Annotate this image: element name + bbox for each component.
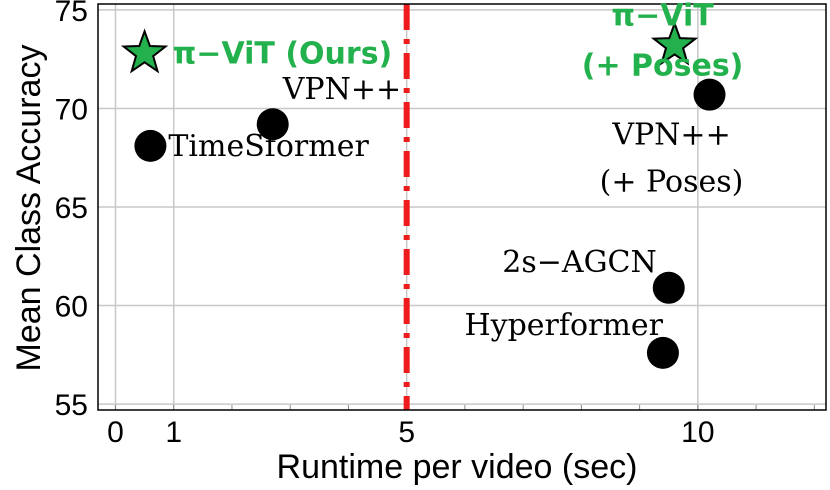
x-tick-label: 10 [681,416,714,449]
point-label: π−ViT (Ours) [173,36,393,71]
point-label-line2: (+ Poses) [600,165,744,200]
y-tick-label: 55 [55,389,88,422]
x-tick-label: 5 [398,416,415,449]
point-label: TimeSformer [168,129,369,164]
y-tick-labels: 55 60 65 70 75 [55,0,88,422]
x-tick-label: 1 [165,416,182,449]
x-axis-title: Runtime per video (sec) [277,448,638,486]
x-tick-labels: 0 1 5 10 [107,416,714,449]
star-marker [120,28,169,74]
circle-marker [693,78,726,111]
y-tick-label: 75 [55,0,88,28]
point-label: π−ViT [611,0,714,33]
circle-marker [652,271,685,304]
plot-frame [97,3,827,411]
circle-marker [256,108,289,141]
point-label: VPN++ [282,72,401,107]
y-tick-label: 60 [55,291,88,324]
y-tick-label: 65 [55,192,88,225]
circle-marker [646,336,679,369]
circle-marker [134,129,167,162]
point-label: 2s−AGCN [502,245,656,280]
x-tick-label: 0 [107,416,124,449]
data-points [120,20,726,369]
point-labels: π−ViT (Ours) π−ViT (+ Poses) TimeSformer VPN… [168,0,743,343]
point-label: Hyperformer [464,308,663,343]
point-label-line2: (+ Poses) [582,48,744,83]
point-label: VPN++ [611,118,730,153]
y-axis-title: Mean Class Accuracy [10,45,48,372]
star-marker [650,20,699,66]
y-tick-label: 70 [55,93,88,126]
